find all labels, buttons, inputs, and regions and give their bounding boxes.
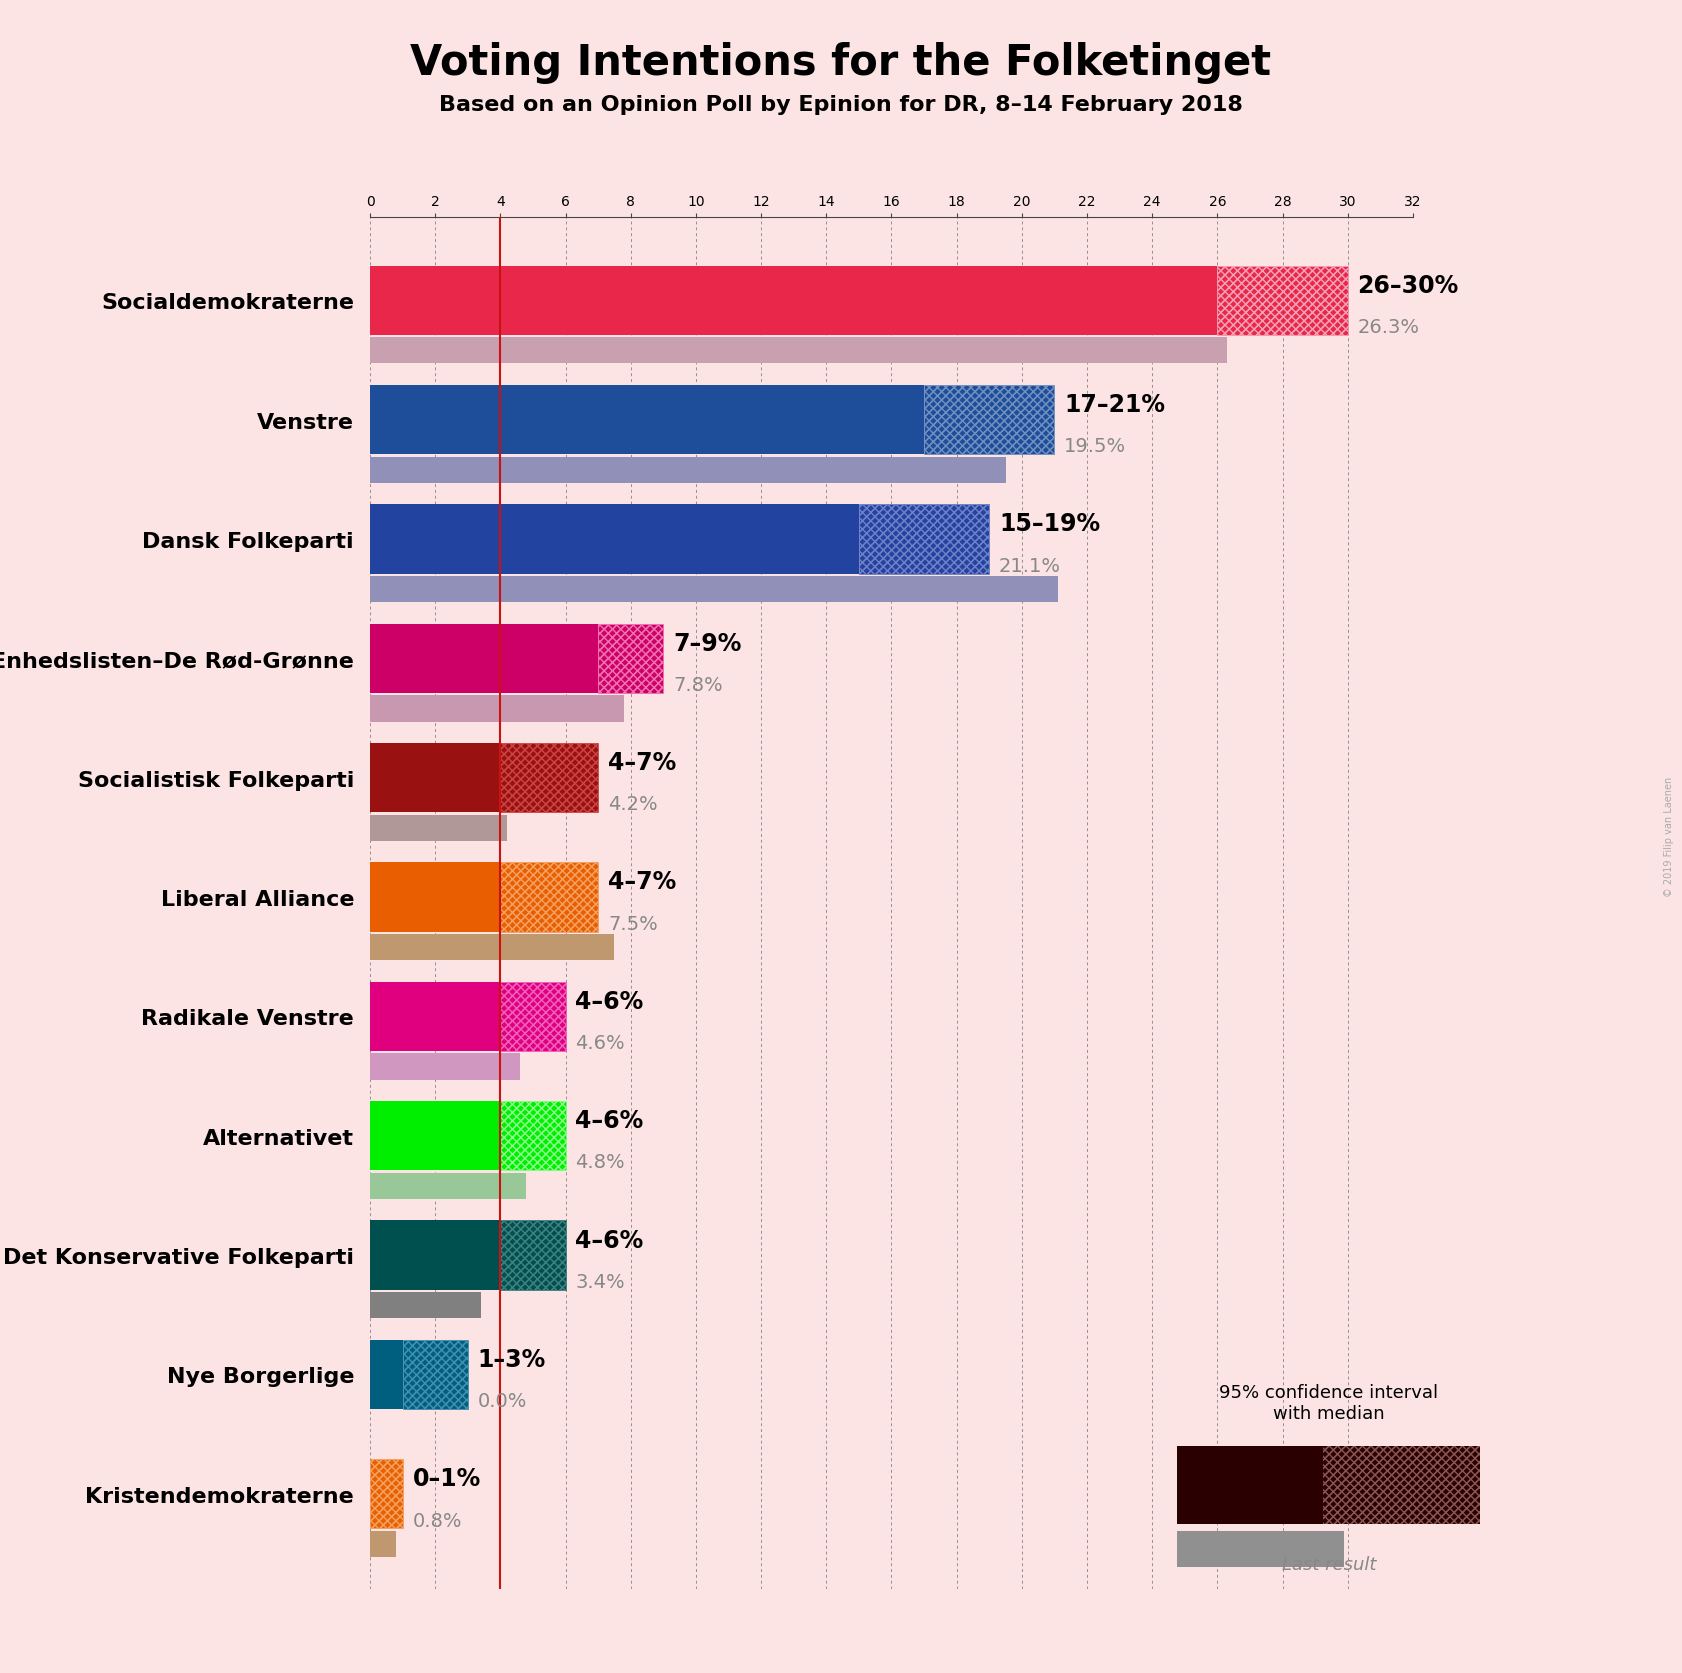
Text: 4.2%: 4.2% xyxy=(607,795,658,813)
Text: 7.8%: 7.8% xyxy=(673,676,723,694)
Bar xyxy=(501,1101,565,1171)
Bar xyxy=(501,982,565,1051)
Text: 26.3%: 26.3% xyxy=(1357,318,1420,336)
Bar xyxy=(501,982,565,1051)
Bar xyxy=(1218,266,1347,336)
Text: © 2019 Filip van Laenen: © 2019 Filip van Laenen xyxy=(1663,776,1674,897)
Bar xyxy=(370,815,506,842)
Bar xyxy=(370,982,501,1051)
Bar xyxy=(370,386,923,455)
Bar xyxy=(599,624,663,694)
Bar xyxy=(1322,1445,1480,1524)
Bar xyxy=(860,505,989,574)
Bar xyxy=(370,266,1218,336)
Bar xyxy=(402,1340,468,1409)
Bar xyxy=(923,386,1055,455)
Text: 95% confidence interval
with median: 95% confidence interval with median xyxy=(1219,1384,1438,1422)
Bar xyxy=(501,1221,565,1290)
Text: 3.4%: 3.4% xyxy=(575,1271,626,1292)
Bar xyxy=(501,743,599,813)
Text: 19.5%: 19.5% xyxy=(1065,437,1127,457)
Text: 7.5%: 7.5% xyxy=(607,913,658,934)
Bar xyxy=(370,1054,520,1081)
Text: Based on an Opinion Poll by Epinion for DR, 8–14 February 2018: Based on an Opinion Poll by Epinion for … xyxy=(439,95,1243,115)
Bar xyxy=(370,696,624,723)
Bar xyxy=(1322,1445,1480,1524)
Text: 4–7%: 4–7% xyxy=(607,751,676,775)
Bar xyxy=(370,457,1006,483)
Bar xyxy=(501,863,599,932)
Bar xyxy=(370,577,1058,602)
Bar xyxy=(860,505,989,574)
Bar xyxy=(370,505,860,574)
Text: 4.6%: 4.6% xyxy=(575,1034,626,1052)
Text: 21.1%: 21.1% xyxy=(999,557,1061,576)
Bar xyxy=(1218,266,1347,336)
Bar xyxy=(501,863,599,932)
Text: 4–6%: 4–6% xyxy=(575,1109,644,1133)
Bar xyxy=(370,1531,395,1558)
Bar xyxy=(370,338,1228,365)
Bar xyxy=(370,863,501,932)
Text: Voting Intentions for the Folketinget: Voting Intentions for the Folketinget xyxy=(410,42,1272,84)
Bar xyxy=(923,386,1055,455)
Bar xyxy=(402,1340,468,1409)
Bar xyxy=(370,1221,501,1290)
Text: 1–3%: 1–3% xyxy=(478,1347,547,1372)
Bar xyxy=(370,1173,526,1200)
Text: 7–9%: 7–9% xyxy=(673,631,742,656)
Text: 4.8%: 4.8% xyxy=(575,1153,626,1171)
Bar xyxy=(599,624,663,694)
Bar xyxy=(370,1340,402,1409)
Text: 0.8%: 0.8% xyxy=(412,1511,463,1529)
Bar xyxy=(370,624,599,694)
Text: 4–6%: 4–6% xyxy=(575,1228,644,1251)
Text: Last result: Last result xyxy=(1282,1554,1376,1573)
Bar xyxy=(370,935,614,960)
Bar xyxy=(1177,1445,1322,1524)
Bar xyxy=(370,1459,402,1529)
Text: 4–6%: 4–6% xyxy=(575,989,644,1014)
Bar xyxy=(501,1221,565,1290)
Text: 15–19%: 15–19% xyxy=(999,512,1100,535)
Text: 0.0%: 0.0% xyxy=(478,1392,526,1410)
Bar xyxy=(501,743,599,813)
Text: 26–30%: 26–30% xyxy=(1357,273,1458,298)
Bar xyxy=(1177,1531,1344,1566)
Bar xyxy=(370,743,501,813)
Bar xyxy=(501,1101,565,1171)
Bar xyxy=(370,1292,481,1318)
Bar xyxy=(370,1459,402,1529)
Bar xyxy=(370,1101,501,1171)
Text: 0–1%: 0–1% xyxy=(412,1467,481,1491)
Text: 17–21%: 17–21% xyxy=(1065,393,1166,417)
Text: 4–7%: 4–7% xyxy=(607,870,676,893)
